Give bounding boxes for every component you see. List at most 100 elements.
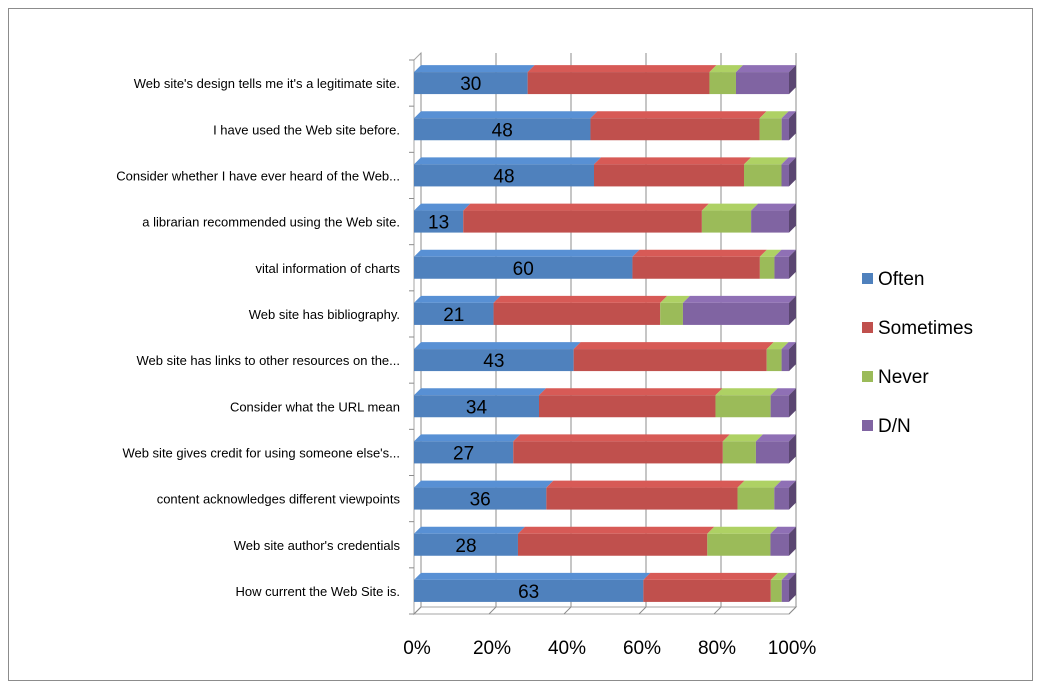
bar-front-face bbox=[414, 210, 464, 233]
category-labels: Web site's design tells me it's a legiti… bbox=[116, 76, 400, 599]
bar-front-face bbox=[682, 302, 789, 325]
bars bbox=[414, 65, 796, 602]
data-label: 13 bbox=[428, 213, 449, 234]
bar-front-face bbox=[774, 487, 789, 510]
bar-segment bbox=[755, 434, 796, 464]
bar-top-face bbox=[414, 65, 535, 73]
category-label: How current the Web Site is. bbox=[236, 584, 401, 599]
bar-front-face bbox=[517, 533, 708, 556]
legend-item: Never bbox=[862, 367, 929, 388]
x-tick-labels: 0% 20% 40% 60% 80% 100% bbox=[403, 638, 816, 659]
x-tick-label: 40% bbox=[548, 638, 586, 659]
x-tick-label: 20% bbox=[473, 638, 511, 659]
bar-end-face bbox=[789, 388, 796, 418]
bar-top-face bbox=[781, 157, 796, 165]
bar-segment bbox=[643, 572, 778, 602]
bar-segment bbox=[517, 526, 715, 556]
bar-front-face bbox=[546, 487, 738, 510]
bar-end-face bbox=[789, 572, 796, 602]
bar-front-face bbox=[527, 72, 710, 95]
bar-segment bbox=[414, 388, 546, 418]
legend-item: Sometimes bbox=[862, 318, 973, 339]
bar-segment bbox=[414, 295, 501, 325]
category-label: I have used the Web site before. bbox=[213, 122, 400, 137]
bar-segment bbox=[539, 388, 723, 418]
gridlines bbox=[409, 53, 797, 615]
bar-front-face bbox=[781, 118, 789, 141]
bar-front-face bbox=[643, 579, 771, 602]
bar-front-face bbox=[414, 256, 633, 279]
bar-top-face bbox=[755, 434, 796, 442]
bar-top-face bbox=[751, 203, 796, 211]
bar-top-face bbox=[517, 526, 715, 534]
bar-segment bbox=[573, 342, 774, 372]
bar-front-face bbox=[755, 441, 789, 464]
bar-front-face bbox=[701, 210, 752, 233]
bar-top-face bbox=[414, 572, 651, 580]
bar-end-face bbox=[789, 526, 796, 556]
bar-top-face bbox=[632, 249, 767, 257]
bar-top-face bbox=[539, 388, 723, 396]
gridline-floor bbox=[788, 606, 797, 615]
bar-end-face bbox=[789, 203, 796, 233]
bar-segment bbox=[759, 111, 789, 141]
bar-front-face bbox=[715, 395, 771, 418]
bar-top-face bbox=[414, 526, 525, 534]
category-label: Web site author's credentials bbox=[234, 538, 401, 553]
data-label: 36 bbox=[470, 490, 491, 511]
bar-top-face bbox=[594, 157, 751, 165]
x-tick-label: 100% bbox=[768, 638, 817, 659]
legend-swatch bbox=[862, 322, 873, 333]
bar-segment bbox=[770, 526, 796, 556]
category-label: Web site has links to other resources on… bbox=[136, 353, 400, 368]
bar-top-face bbox=[682, 295, 796, 303]
bar-top-face bbox=[781, 111, 796, 119]
bar-segment bbox=[414, 342, 581, 372]
bar-top-face bbox=[735, 65, 796, 73]
bar-segment bbox=[781, 572, 796, 602]
bar-segment bbox=[414, 157, 601, 187]
bar-segment bbox=[770, 388, 796, 418]
data-label: 21 bbox=[443, 305, 464, 326]
bar-end-face bbox=[789, 249, 796, 279]
bar-segment bbox=[414, 65, 535, 95]
bar-segment bbox=[759, 249, 782, 279]
gridline-floor bbox=[413, 606, 422, 615]
bar-segment bbox=[781, 157, 796, 187]
data-labels: 30 48 48 13 60 21 43 34 27 36 28 63 bbox=[428, 74, 539, 603]
data-label: 48 bbox=[492, 120, 513, 141]
bar-front-face bbox=[573, 349, 767, 372]
bar-front-face bbox=[414, 441, 514, 464]
bar-segment bbox=[682, 295, 796, 325]
bar-segment bbox=[774, 249, 796, 279]
bar-end-face bbox=[789, 480, 796, 510]
legend-swatch bbox=[862, 420, 873, 431]
bar-top-face bbox=[774, 249, 796, 257]
bar-front-face bbox=[414, 579, 644, 602]
legend-swatch bbox=[862, 273, 873, 284]
bar-front-face bbox=[744, 164, 782, 187]
bar-front-face bbox=[759, 256, 775, 279]
bar-top-face bbox=[707, 526, 778, 534]
bar-top-face bbox=[643, 572, 778, 580]
bar-front-face bbox=[709, 72, 736, 95]
x-tick-label: 60% bbox=[623, 638, 661, 659]
category-label: Web site gives credit for using someone … bbox=[122, 445, 400, 460]
bar-segment bbox=[513, 434, 730, 464]
bar-segment bbox=[660, 295, 690, 325]
bar-top-face bbox=[774, 480, 796, 488]
bar-top-face bbox=[770, 572, 789, 580]
bar-segment bbox=[774, 480, 796, 510]
bar-segment bbox=[781, 111, 796, 141]
bar-top-face bbox=[781, 572, 796, 580]
bar-segment bbox=[414, 249, 640, 279]
bar-front-face bbox=[781, 164, 789, 187]
bar-top-face bbox=[701, 203, 759, 211]
bar-top-face bbox=[414, 388, 546, 396]
bar-top-face bbox=[737, 480, 782, 488]
bar-segment bbox=[744, 157, 789, 187]
gridline-floor bbox=[563, 606, 572, 615]
bar-top-face bbox=[573, 342, 774, 350]
bar-segment bbox=[527, 65, 717, 95]
bar-top-face bbox=[513, 434, 730, 442]
